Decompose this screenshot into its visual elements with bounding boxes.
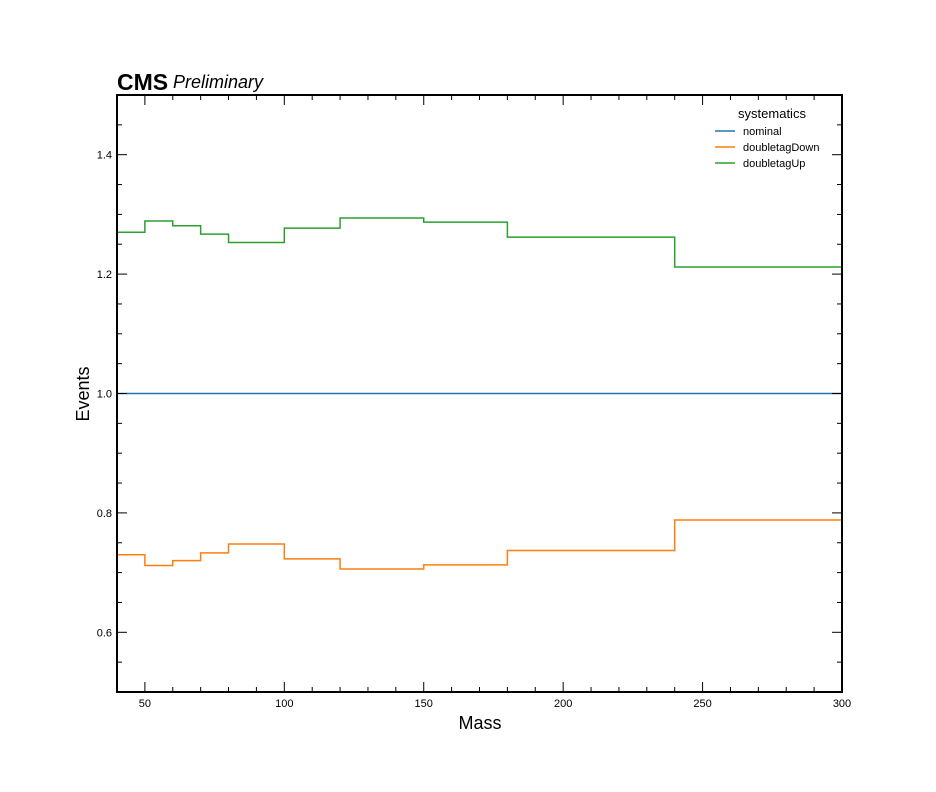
x-tick-label: 250 <box>693 698 711 710</box>
x-axis-label: Mass <box>458 713 501 733</box>
x-tick-label: 50 <box>139 698 151 710</box>
y-tick-label: 1.0 <box>97 389 112 401</box>
legend-label-nominal: nominal <box>743 126 782 138</box>
series-line-doubletagDown <box>117 519 842 570</box>
plot-frame <box>116 94 843 693</box>
experiment-label: CMS <box>117 69 168 95</box>
y-tick-label: 1.2 <box>97 269 112 281</box>
series-layer <box>117 217 842 570</box>
series-line-doubletagUp <box>117 217 842 268</box>
x-tick-label: 300 <box>833 698 851 710</box>
x-tick-label: 100 <box>275 698 293 710</box>
x-tick-label: 200 <box>554 698 572 710</box>
legend-title: systematics <box>738 106 806 121</box>
legend-label-doubletagDown: doubletagDown <box>743 142 819 154</box>
y-tick-label: 0.8 <box>97 508 112 520</box>
ticks-layer: 50 100 150 200 250 300 0.6 0.8 1.0 1.2 1.4 <box>97 94 851 710</box>
legend-label-doubletagUp: doubletagUp <box>743 158 805 170</box>
y-tick-label: 0.6 <box>97 627 112 639</box>
status-label: Preliminary <box>173 72 264 92</box>
legend-items: nominal doubletagDown doubletagUp <box>715 126 819 170</box>
y-tick-label: 1.4 <box>97 150 112 162</box>
legend: systematics nominal doubletagDown doubleta… <box>715 106 819 170</box>
y-axis-label: Events <box>73 366 93 421</box>
x-tick-label: 150 <box>415 698 433 710</box>
